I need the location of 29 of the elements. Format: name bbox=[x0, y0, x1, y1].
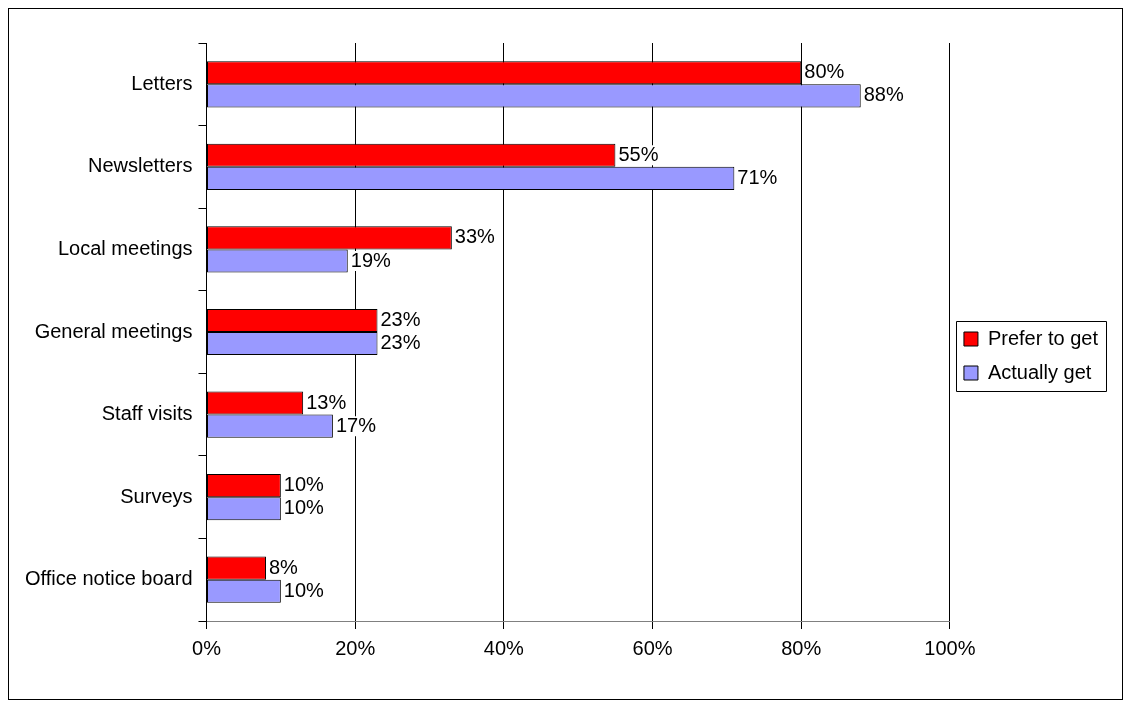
data-label: 88% bbox=[863, 83, 904, 106]
data-label: 10% bbox=[283, 496, 325, 519]
y-tick-label: Staff visits bbox=[101, 402, 193, 425]
y-tick-label: Office notice board bbox=[24, 567, 193, 590]
legend-label: Actually get bbox=[987, 360, 1092, 383]
legend-label: Prefer to get bbox=[987, 326, 1099, 349]
data-label: 10% bbox=[283, 578, 325, 601]
data-label: 10% bbox=[283, 473, 325, 496]
y-tick-label: Local meetings bbox=[57, 236, 193, 259]
data-label: 17% bbox=[335, 413, 377, 436]
y-tick-label: Newsletters bbox=[88, 154, 193, 177]
x-tick-label: 80% bbox=[781, 636, 822, 659]
data-label: 23% bbox=[380, 331, 421, 354]
x-tick-label: 0% bbox=[192, 636, 222, 659]
data-label: 13% bbox=[306, 390, 347, 413]
y-tick-label: Surveys bbox=[120, 484, 193, 507]
data-label: 55% bbox=[618, 142, 659, 165]
y-tick-label: General meetings bbox=[34, 319, 193, 342]
x-tick-label: 20% bbox=[335, 636, 376, 659]
data-label: 23% bbox=[380, 307, 421, 330]
x-tick-label: 100% bbox=[924, 636, 976, 659]
data-label: 33% bbox=[454, 225, 496, 248]
data-label: 71% bbox=[737, 165, 778, 188]
data-label: 19% bbox=[350, 248, 392, 271]
y-tick-label: Letters bbox=[131, 71, 193, 94]
x-tick-label: 40% bbox=[483, 636, 525, 659]
x-tick-label: 60% bbox=[632, 636, 673, 659]
data-label: 8% bbox=[268, 555, 299, 578]
data-label: 80% bbox=[804, 60, 845, 83]
